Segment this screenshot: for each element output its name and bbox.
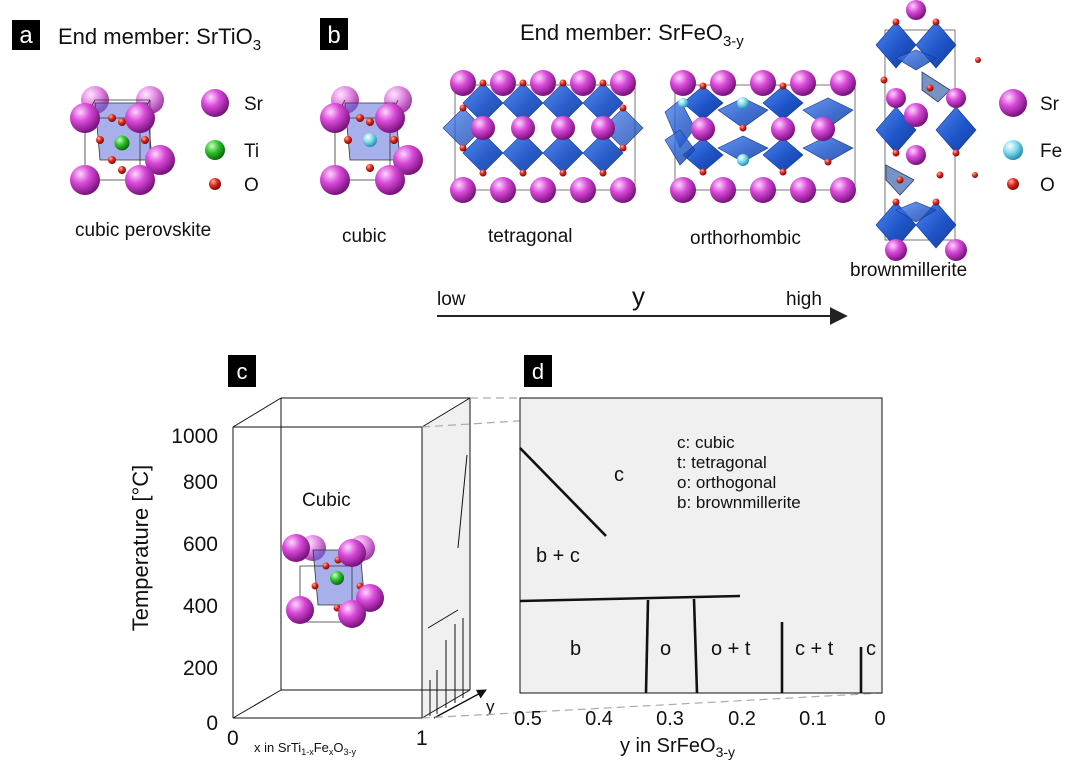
legend-t-tetragonal: t: tetragonal: [677, 453, 767, 472]
phase-boundaries: [519, 447, 863, 694]
y-tick-800: 800: [183, 471, 218, 494]
o-legend-swatch: [209, 178, 221, 190]
caption-cubic-perovskite: cubic perovskite: [75, 220, 211, 241]
region-c-top: c: [614, 464, 624, 486]
cubic-region-label: Cubic: [302, 490, 351, 511]
y-tick-400: 400: [183, 595, 218, 618]
legend-o-b: O: [1040, 175, 1055, 196]
y-tick-0: 0: [206, 712, 218, 735]
panel-d-x-ticks: 0.5 0.4 0.3 0.2 0.1 0: [514, 708, 885, 730]
srfeo3-cubic-cell: [320, 86, 423, 195]
y-tick-200: 200: [183, 657, 218, 680]
phase-diagram-frame: [519, 397, 883, 694]
d-x-tick-0: 0: [874, 708, 885, 730]
region-c-right: c: [866, 638, 876, 660]
vacancy-arrow: low y high: [437, 281, 848, 325]
d-x-tick-0-2: 0.2: [728, 708, 756, 730]
depth-y-label: y: [486, 697, 495, 716]
legend-sr: Sr: [244, 94, 264, 115]
panel-d-badge-label: d: [532, 359, 544, 384]
panel-a-title: End member: SrTiO3: [58, 24, 261, 54]
panel-b-badge-label: b: [327, 22, 340, 49]
panel-a: a End member: SrTiO3: [12, 20, 264, 241]
arrow-y-label: y: [632, 281, 645, 311]
panel-b-legend: Sr Fe O: [999, 89, 1062, 196]
y-tick-600: 600: [183, 533, 218, 556]
panel-c-badge: [228, 355, 256, 387]
legend-c-cubic: c: cubic: [677, 433, 735, 452]
d-x-tick-0-3: 0.3: [656, 708, 684, 730]
sr-legend-swatch: [201, 89, 229, 117]
region-b: b: [570, 638, 581, 660]
caption-brownmillerite: brownmillerite: [850, 260, 967, 281]
panel-d-badge: [524, 355, 552, 387]
phase-box-3d: [232, 397, 471, 719]
x-tick-1: 1: [416, 727, 428, 750]
d-x-axis-label: y in SrFeO3-y: [620, 735, 735, 760]
panel-d: d c b + c b o o + t c + t c c: cubic t: …: [514, 355, 886, 760]
x-tick-0: 0: [227, 727, 239, 750]
caption-orthorhombic: orthorhombic: [690, 228, 801, 249]
legend-o-orthogonal: o: orthogonal: [677, 473, 776, 492]
srfeo3-orthorhombic-cell: [664, 70, 856, 203]
region-b-plus-c: b + c: [536, 545, 580, 567]
phase-region-labels: c b + c b o o + t c + t c: [536, 464, 876, 660]
panel-a-badge-label: a: [19, 22, 33, 49]
legend-o: O: [244, 175, 259, 196]
caption-tetragonal: tetragonal: [488, 226, 573, 247]
panel-c-unit-cell: [282, 534, 384, 628]
srfeo3-brownmillerite-cell: [875, 0, 981, 261]
x-axis-label-composition: x in SrTi1-xFexO3-y: [254, 740, 357, 757]
ti-legend-swatch: [205, 140, 225, 160]
caption-cubic: cubic: [342, 226, 386, 247]
srfeo3-tetragonal-cell: [442, 70, 644, 203]
region-o-plus-t: o + t: [711, 638, 751, 660]
o-legend-swatch-b: [1007, 178, 1019, 190]
depth-y-arrow: [433, 689, 487, 719]
y-tick-1000: 1000: [171, 425, 218, 448]
d-x-tick-0-4: 0.4: [585, 708, 613, 730]
arrow-high-label: high: [786, 289, 822, 310]
d-x-tick-0-1: 0.1: [799, 708, 827, 730]
temperature-axis-label: Temperature [°C]: [128, 465, 153, 632]
panel-b-title: End member: SrFeO3-y: [520, 20, 744, 50]
srtio3-unit-cell: [70, 86, 175, 195]
panel-a-badge: [12, 20, 40, 50]
panel-b: b End member: SrFeO3-y cubic: [320, 0, 1062, 325]
legend-b-brownmillerite: b: brownmillerite: [677, 493, 801, 512]
legend-ti: Ti: [244, 141, 259, 162]
projection-line-bottom: [421, 692, 883, 719]
region-o: o: [660, 638, 671, 660]
temperature-ticks: 1000 800 600 400 200 0: [171, 425, 218, 735]
sr-legend-swatch-b: [999, 89, 1027, 117]
panel-b-badge: [320, 18, 348, 50]
panel-a-legend: Sr Ti O: [201, 89, 264, 196]
phase-legend: c: cubic t: tetragonal o: orthogonal b: …: [677, 433, 801, 512]
fe-legend-swatch: [1003, 140, 1023, 160]
legend-sr-b: Sr: [1040, 94, 1060, 115]
d-x-tick-0-5: 0.5: [514, 708, 542, 730]
arrow-low-label: low: [437, 289, 466, 310]
region-c-plus-t: c + t: [795, 638, 834, 660]
legend-fe: Fe: [1040, 141, 1062, 162]
panel-c: c y Temperatu: [128, 355, 883, 757]
panel-c-badge-label: c: [237, 359, 248, 384]
